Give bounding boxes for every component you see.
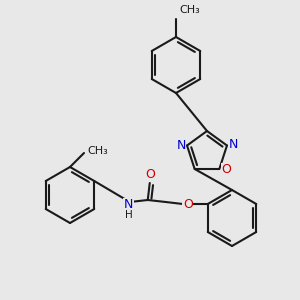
- Text: N: N: [124, 199, 134, 212]
- Text: N: N: [176, 139, 186, 152]
- Text: O: O: [221, 164, 231, 176]
- Text: O: O: [145, 169, 155, 182]
- Text: CH₃: CH₃: [179, 5, 200, 15]
- Text: H: H: [125, 210, 133, 220]
- Text: O: O: [183, 197, 193, 211]
- Text: CH₃: CH₃: [87, 146, 108, 156]
- Text: N: N: [228, 138, 238, 151]
